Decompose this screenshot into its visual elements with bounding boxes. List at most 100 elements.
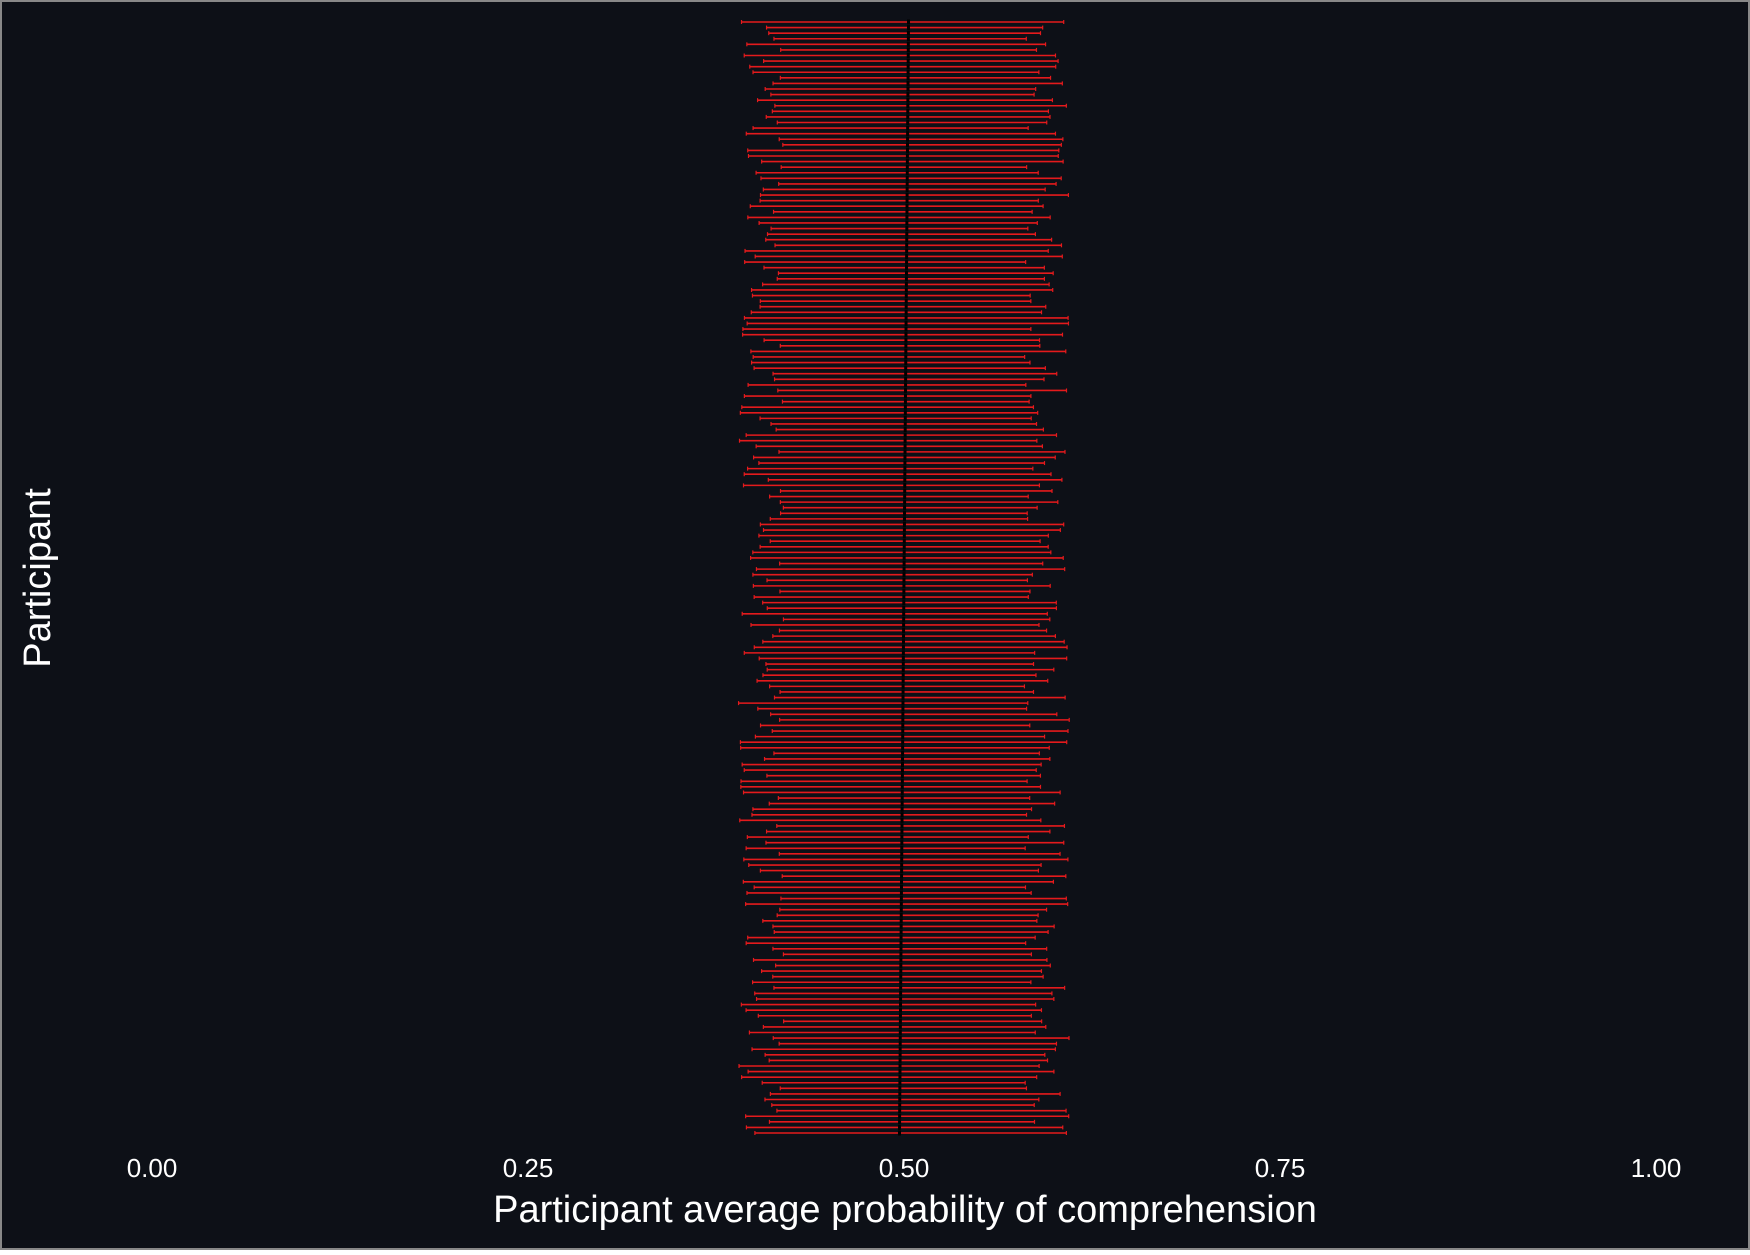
participant-estimate-point (902, 616, 906, 622)
participant-estimate-point (898, 1013, 902, 1019)
participant-error-bar (740, 20, 1065, 24)
participant-estimate-point (906, 103, 910, 109)
participant-error-bar (768, 1119, 1036, 1124)
participant-error-bar (769, 516, 1029, 521)
participant-estimate-point (899, 929, 903, 935)
participant-error-bar (775, 427, 1044, 432)
participant-error-bar (745, 1008, 1043, 1013)
participant-estimate-point (905, 248, 909, 254)
participant-error-bar (759, 198, 1039, 203)
participant-error-bar (737, 701, 1029, 706)
participant-error-bar (772, 924, 1055, 929)
participant-error-bar (752, 550, 1052, 555)
participant-estimate-point (901, 745, 905, 751)
participant-error-bar (747, 382, 1027, 387)
participant-error-bar (741, 1075, 1038, 1080)
participant-estimate-point (901, 639, 905, 645)
participant-error-bar (756, 98, 1054, 103)
participant-error-bar (769, 1091, 1061, 1096)
participant-estimate-point (899, 923, 903, 929)
participant-estimate-point (901, 711, 905, 717)
participant-error-bar (753, 645, 1068, 650)
participant-error-bar (765, 25, 1044, 30)
participant-error-bar (747, 153, 1059, 158)
participant-estimate-point (906, 136, 910, 142)
participant-error-bar (752, 70, 1040, 75)
participant-estimate-point (905, 259, 909, 265)
participant-estimate-point (900, 879, 904, 885)
participant-error-bar (754, 1131, 1067, 1135)
participant-error-bar (762, 600, 1057, 605)
participant-estimate-point (901, 683, 905, 689)
participant-estimate-point (902, 583, 906, 589)
participant-estimate-point (905, 209, 909, 215)
participant-estimate-point (899, 1002, 903, 1008)
participant-estimate-point (904, 315, 908, 321)
participant-error-bar (772, 371, 1058, 376)
participant-error-bar (762, 1024, 1047, 1029)
participant-error-bar (779, 500, 1059, 505)
participant-estimate-point (901, 750, 905, 756)
participant-estimate-point (902, 633, 906, 639)
participant-estimate-point (898, 1018, 902, 1024)
participant-error-bar (745, 131, 1057, 136)
participant-error-bar (779, 717, 1070, 722)
participant-error-bar (743, 650, 1036, 655)
participant-estimate-point (901, 728, 905, 734)
participant-error-bar (764, 1052, 1046, 1057)
participant-estimate-point (906, 47, 910, 53)
participant-error-bar (743, 53, 1057, 58)
participant-estimate-point (903, 427, 907, 433)
participant-estimate-point (899, 946, 903, 952)
participant-error-bar (749, 64, 1057, 69)
participant-estimate-point (899, 935, 903, 941)
participant-error-bar (771, 109, 1049, 114)
participant-error-bar (739, 818, 1042, 823)
participant-estimate-point (905, 253, 909, 259)
participant-estimate-point (901, 706, 905, 712)
participant-error-bar (783, 1019, 1043, 1024)
participant-estimate-point (898, 1097, 902, 1103)
participant-error-bar (750, 349, 1067, 354)
participant-estimate-point (900, 778, 904, 784)
participant-estimate-point (903, 494, 907, 500)
participant-error-bar (751, 293, 1031, 298)
participant-estimate-point (898, 1046, 902, 1052)
participant-estimate-point (904, 293, 908, 299)
x-axis-ticks: 0.00 0.25 0.50 0.75 1.00 (127, 1153, 1682, 1183)
participant-error-bar (773, 985, 1066, 990)
participant-error-bar (754, 254, 1063, 259)
participant-error-bar (758, 461, 1046, 466)
x-axis-title: Participant average probability of compr… (493, 1189, 1317, 1231)
participant-estimate-point (899, 907, 903, 913)
participant-estimate-point (899, 918, 903, 924)
participant-error-bar (751, 1047, 1056, 1052)
participant-error-bar (772, 634, 1056, 639)
participant-estimate-point (898, 1102, 902, 1108)
participant-error-bar (765, 237, 1053, 242)
participant-error-bar (738, 1064, 1040, 1069)
participant-estimate-point (900, 801, 904, 807)
participant-error-bar (773, 36, 1027, 41)
participant-estimate-point (899, 951, 903, 957)
participant-estimate-point (905, 159, 909, 165)
participant-error-bar (772, 209, 1033, 214)
participant-error-bar (747, 148, 1060, 153)
participant-estimate-point (903, 499, 907, 505)
participant-estimate-point (901, 717, 905, 723)
participant-estimate-point (903, 443, 907, 449)
participant-error-bar (782, 142, 1062, 147)
participant-estimate-point (902, 544, 906, 550)
participant-estimate-point (903, 510, 907, 516)
participant-estimate-point (898, 1041, 902, 1047)
participant-error-bar (779, 75, 1052, 80)
participant-estimate-point (905, 181, 909, 187)
participant-estimate-point (906, 80, 910, 86)
participant-estimate-point (900, 795, 904, 801)
participant-error-bar (753, 366, 1046, 371)
participant-error-bar (745, 941, 1027, 946)
participant-error-bar (750, 360, 1031, 365)
participant-error-bar (779, 1086, 1028, 1091)
participant-estimate-point (899, 979, 903, 985)
